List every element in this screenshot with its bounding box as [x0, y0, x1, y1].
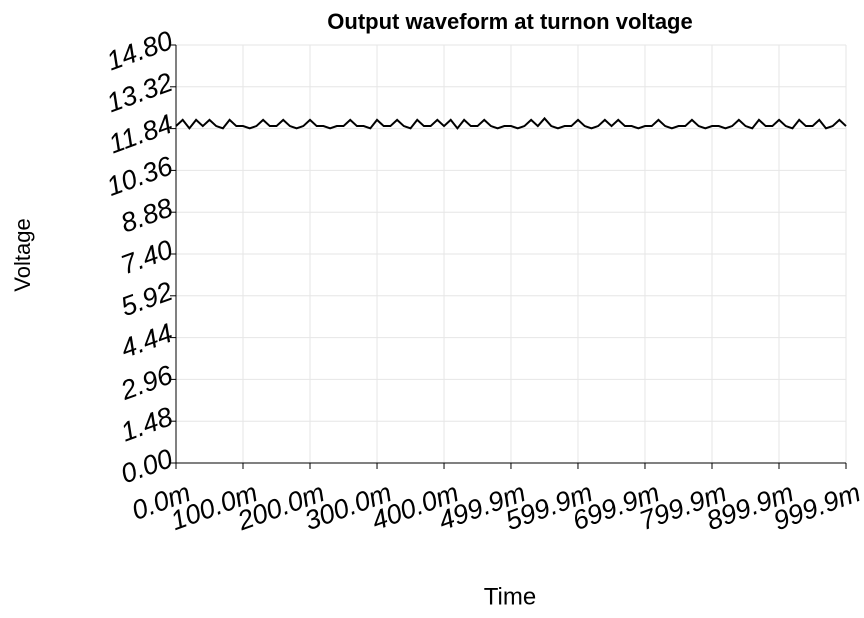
chart-title: Output waveform at turnon voltage — [327, 9, 692, 34]
y-tick-label: 5.92 — [117, 276, 177, 322]
y-tick-label: 4.44 — [117, 318, 177, 364]
y-tick-label: 2.96 — [116, 359, 178, 406]
y-tick-label: 7.40 — [117, 234, 177, 280]
x-axis-label: Time — [484, 583, 536, 610]
line — [175, 116, 847, 130]
y-tick-label: 1.48 — [117, 401, 177, 447]
y-tick-label: 8.88 — [117, 192, 177, 238]
y-axis-label: Voltage — [10, 218, 35, 291]
